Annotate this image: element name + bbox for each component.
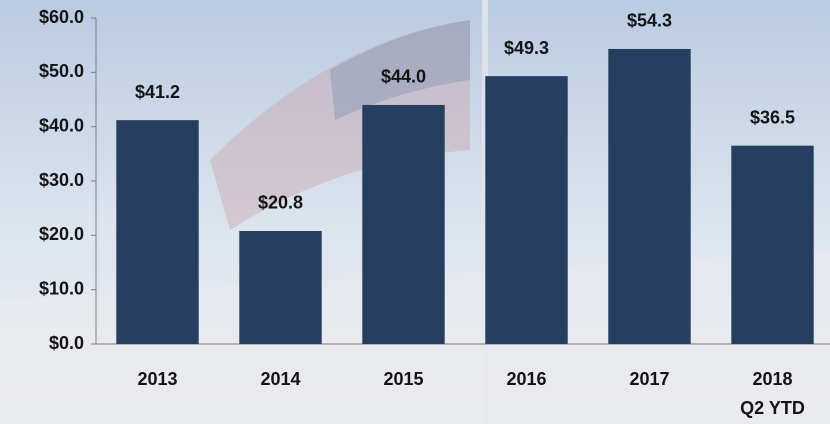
- value-label: $49.3: [504, 38, 549, 58]
- bar: [608, 48, 691, 344]
- y-tick-label: $20.0: [39, 224, 84, 244]
- y-tick-label: $30.0: [39, 170, 84, 190]
- bar: [239, 230, 322, 344]
- x-tick-label: 2017: [629, 369, 669, 389]
- x-tick-label: 2016: [506, 369, 546, 389]
- bar: [485, 76, 568, 345]
- value-label: $20.8: [258, 193, 303, 213]
- value-label: $44.0: [381, 67, 426, 87]
- background-pole: [482, 0, 488, 424]
- y-tick-label: $50.0: [39, 61, 84, 81]
- y-tick-label: $40.0: [39, 115, 84, 135]
- x-tick-label: 2015: [383, 369, 423, 389]
- background-flag-canton: [330, 20, 470, 120]
- bar: [362, 104, 445, 344]
- x-tick-label: 2018 Q2 YTD: [740, 369, 805, 418]
- x-tick-label: 2014: [260, 369, 300, 389]
- y-tick-label: $60.0: [39, 7, 84, 27]
- y-tick-label: $0.0: [49, 333, 84, 353]
- value-label: $41.2: [135, 82, 180, 102]
- value-label: $36.5: [750, 107, 795, 127]
- value-label: $54.3: [627, 11, 672, 31]
- bar: [731, 145, 814, 344]
- bar: [116, 120, 199, 344]
- x-tick-label: 2013: [137, 369, 177, 389]
- y-tick-label: $10.0: [39, 278, 84, 298]
